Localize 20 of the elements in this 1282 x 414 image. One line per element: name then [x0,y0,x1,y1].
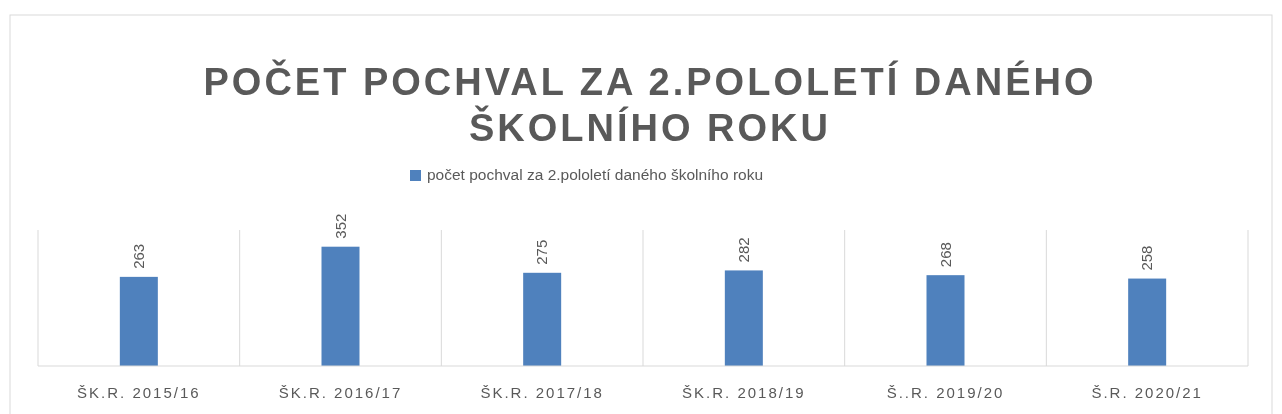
bar [119,276,158,366]
chart-title: POČET POCHVAL ZA 2.POLOLETÍ DANÉHO ŠKOLNÍHO ROKU [203,59,1097,149]
data-label: 282 [734,237,752,263]
bar [926,275,965,366]
x-tick-label: ŠK.R. 2017/18 [480,384,604,401]
data-label: 258 [1138,245,1156,271]
x-tick-label: ŠK.R. 2015/16 [77,384,201,401]
x-tick-label: ŠK.R. 2018/19 [682,384,806,401]
legend-label: počet pochval za 2.pololetí daného školního roku [427,166,764,183]
data-label: 275 [533,239,551,265]
data-label: 268 [936,242,954,268]
x-tick-label: Š..R. 2019/20 [886,384,1005,401]
bar [1128,278,1167,366]
x-tick-label: ŠK.R. 2016/17 [278,384,403,401]
data-label: 263 [129,243,147,269]
bar [724,270,763,366]
bar [321,246,360,366]
data-label: 352 [331,213,349,239]
bar [523,272,562,366]
x-tick-label: Š.R. 2020/21 [1091,384,1203,401]
